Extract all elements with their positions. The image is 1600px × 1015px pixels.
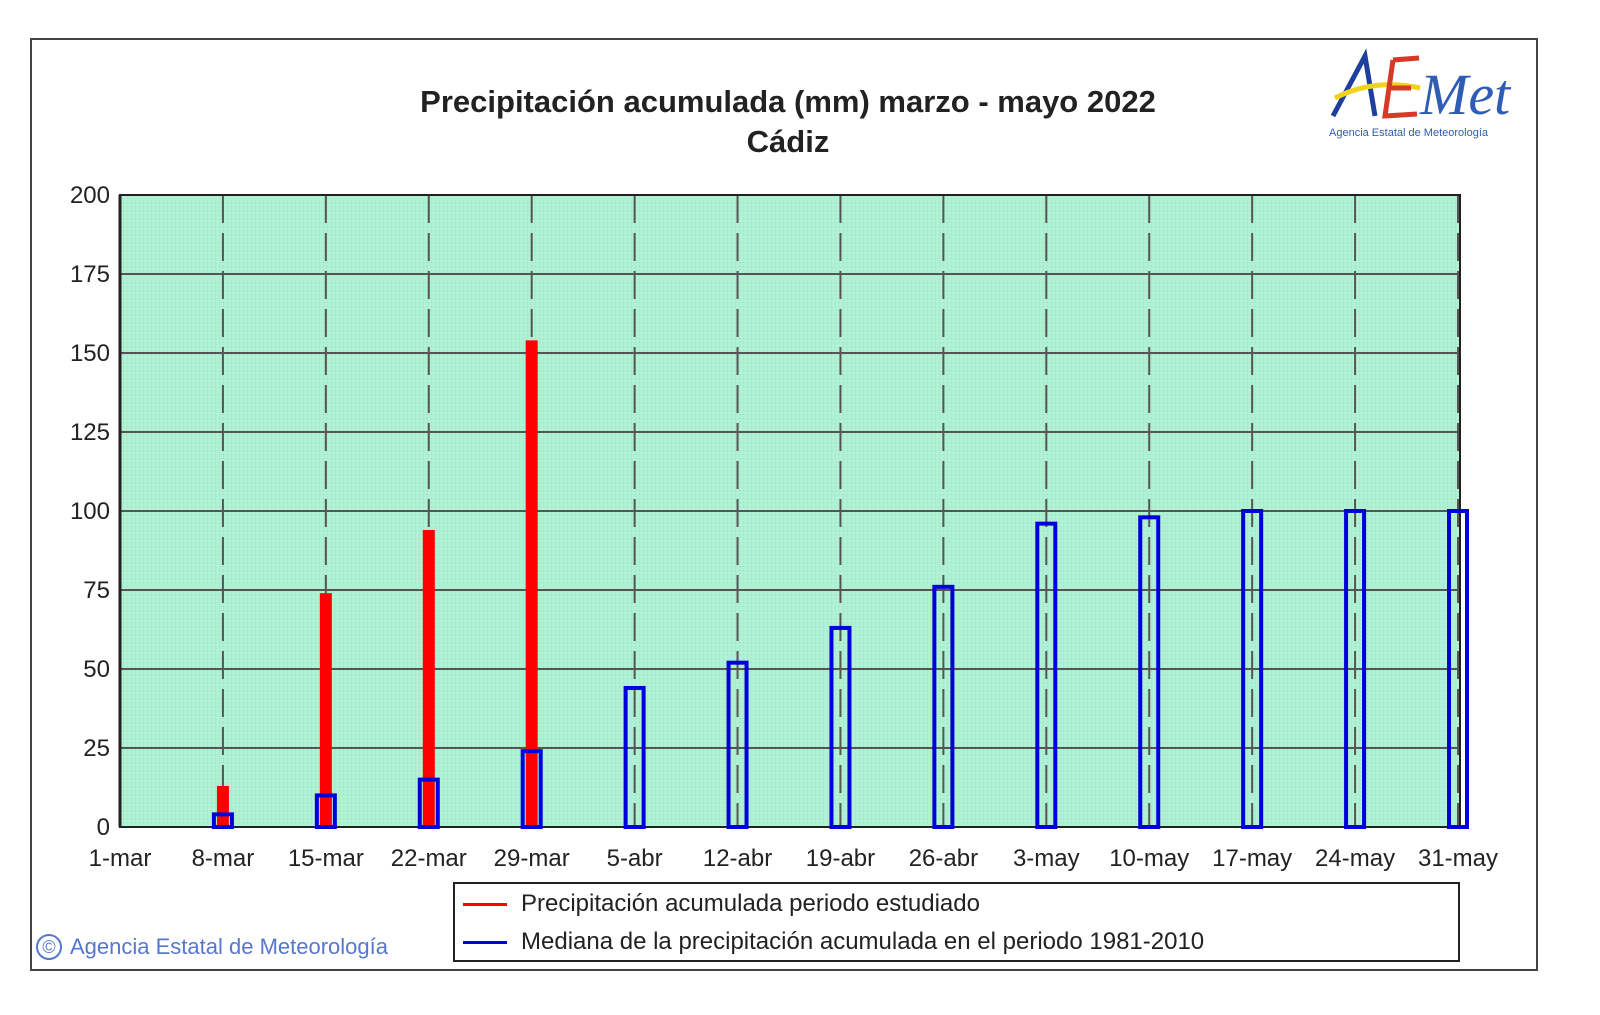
x-tick-label: 19-abr [806, 845, 875, 872]
chart-title-block: Precipitación acumulada (mm) marzo - may… [288, 82, 1288, 162]
legend-item-median: Mediana de la precipitación acumulada en… [463, 928, 1204, 956]
bar-median [211, 812, 234, 829]
x-tick-label: 3-may [1013, 845, 1080, 872]
x-tick-label: 8-mar [192, 845, 255, 872]
x-tick-label: 15-mar [288, 845, 364, 872]
x-tick-label: 10-may [1109, 845, 1189, 872]
bar-median [932, 584, 955, 830]
y-tick-label: 175 [70, 261, 110, 288]
bar-median [1035, 521, 1058, 829]
copyright-text: Agencia Estatal de Meteorología [70, 934, 388, 959]
legend: Precipitación acumulada periodo estudiad… [453, 882, 1460, 962]
legend-swatch-blue [463, 940, 507, 944]
y-tick-label: 50 [83, 656, 110, 683]
y-tick-label: 0 [97, 814, 110, 841]
bar-median [1241, 509, 1264, 829]
copyright-icon: © [36, 934, 62, 960]
bar-median [1447, 509, 1469, 829]
legend-label: Precipitación acumulada periodo estudiad… [521, 890, 980, 917]
bar-studied [216, 785, 229, 827]
bar-studied [319, 593, 332, 827]
bar-median [1138, 515, 1161, 829]
svg-text:Met: Met [1419, 62, 1512, 127]
bar-median [314, 793, 337, 830]
x-tick-label: 31-may [1418, 845, 1498, 872]
bar-median [417, 777, 440, 829]
bar-median [1344, 509, 1367, 829]
bar-median [623, 685, 646, 830]
bar-studied [422, 529, 435, 827]
x-tick-label: 5-abr [607, 845, 663, 872]
logo-subtext: Agencia Estatal de Meteorología [1329, 127, 1489, 139]
legend-item-studied: Precipitación acumulada periodo estudiad… [463, 890, 980, 918]
x-tick-label: 22-mar [391, 845, 467, 872]
y-tick-label: 200 [70, 182, 110, 209]
x-tick-label: 12-abr [703, 845, 772, 872]
chart-subtitle: Cádiz [746, 124, 830, 159]
chart-title: Precipitación acumulada (mm) marzo - may… [420, 84, 1156, 119]
bar-median [829, 625, 852, 829]
x-tick-label: 26-abr [909, 845, 978, 872]
y-tick-label: 150 [70, 340, 110, 367]
y-tick-label: 75 [83, 577, 110, 604]
legend-swatch-red [463, 902, 507, 906]
copyright: © Agencia Estatal de Meteorología [36, 934, 388, 960]
aemet-logo: Met Agencia Estatal de Meteorología [1329, 48, 1512, 139]
x-tick-label: 29-mar [494, 845, 570, 872]
x-tick-label: 24-may [1315, 845, 1395, 872]
legend-label: Mediana de la precipitación acumulada en… [521, 928, 1205, 955]
y-tick-label: 100 [70, 498, 110, 525]
y-tick-label: 125 [70, 419, 110, 446]
x-tick-label: 17-may [1212, 845, 1292, 872]
y-tick-label: 25 [83, 735, 110, 762]
x-tick-label: 1-mar [89, 845, 152, 872]
bar-median [726, 660, 749, 829]
chart-frame [30, 38, 1538, 971]
bar-studied [525, 340, 538, 827]
bar-median [520, 749, 543, 829]
